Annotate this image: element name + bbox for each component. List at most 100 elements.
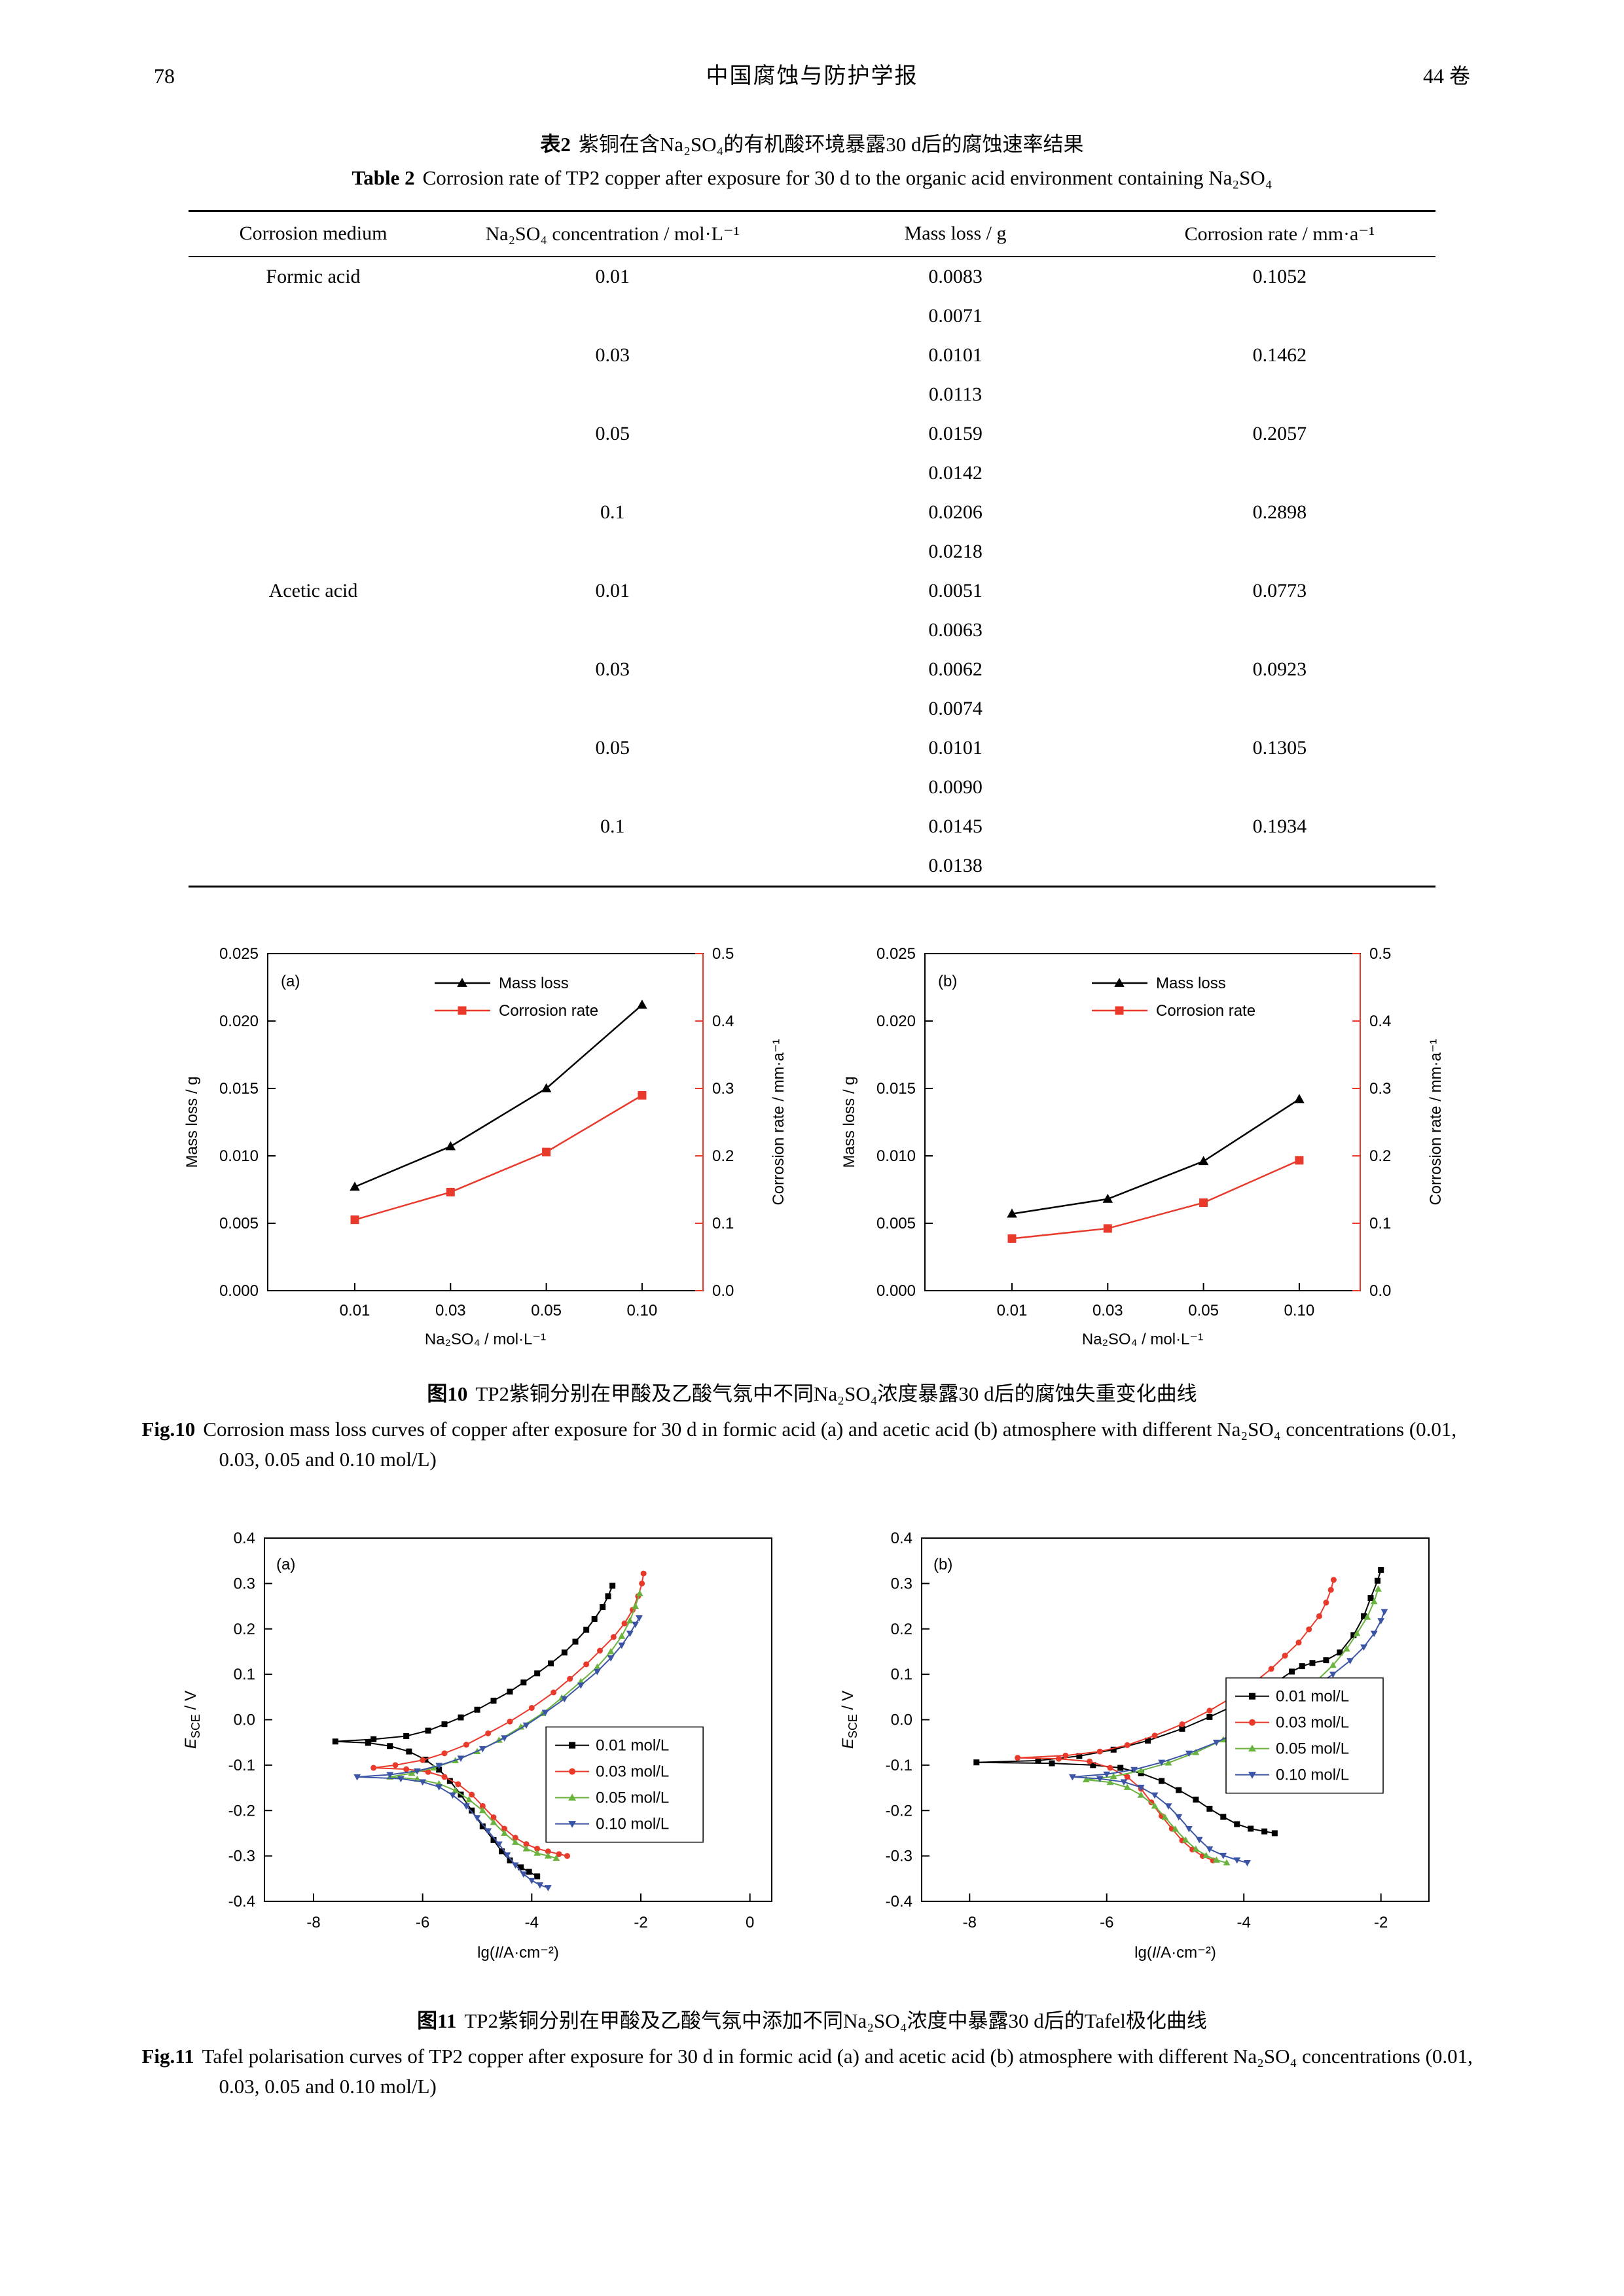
table-cell: 0.1305: [1252, 736, 1307, 759]
fig11-caption-zh-text: TP2紫铜分别在甲酸及乙酸气氛中添加不同Na₂SO₄浓度中暴露30 d后的Taf…: [464, 2009, 1207, 2032]
fig11-caption-zh: 图11 TP2紫铜分别在甲酸及乙酸气氛中添加不同Na₂SO₄浓度中暴露30 d后的…: [92, 2007, 1532, 2036]
svg-text:0.025: 0.025: [219, 945, 258, 963]
svg-text:0.2: 0.2: [233, 1621, 255, 1638]
fig10-caption-en-text: Corrosion mass loss curves of copper aft…: [203, 1417, 1457, 1471]
fig10a-mass-loss-chart: 0.000 0.005 0.010 0.015 0.020 0.025 0.0 0.1 0.2 0…: [183, 945, 787, 1348]
table-row: 0.0071: [189, 296, 1435, 336]
svg-text:Corrosion rate / mm·a⁻¹: Corrosion rate / mm·a⁻¹: [1427, 1039, 1445, 1205]
svg-text:0.1: 0.1: [233, 1666, 255, 1683]
table-cell: 0.2898: [1252, 501, 1307, 523]
legend: Mass loss Corrosion rate: [434, 975, 598, 1020]
svg-text:0.01: 0.01: [339, 1302, 370, 1319]
svg-text:(a): (a): [281, 973, 300, 990]
svg-text:0.01 mol/L: 0.01 mol/L: [596, 1736, 669, 1754]
svg-text:-4: -4: [1236, 1914, 1250, 1931]
chart-fig10b: 0.000 0.005 0.010 0.015 0.020 0.025 0.0 0.1 0.2 0…: [840, 945, 1445, 1348]
fig10-caption-zh: 图10 TP2紫铜分别在甲酸及乙酸气氛中不同Na₂SO₄浓度暴露30 d后的腐蚀失…: [92, 1380, 1532, 1409]
svg-text:0.3: 0.3: [1369, 1080, 1391, 1098]
table-cell: [189, 807, 438, 846]
table-cell: [438, 375, 787, 414]
chart-fig11b: -0.4 -0.3 -0.2 -0.1 0.0 0.1 0.2 0.3 0.4 -8 -6 -4 -2 l…: [839, 1530, 1430, 1962]
svg-text:Mass loss / g: Mass loss / g: [840, 1076, 858, 1168]
table-cell: 0.2057: [1252, 422, 1307, 444]
column-header: Corrosion medium: [239, 223, 388, 245]
figure11-row: -0.4 -0.3 -0.2 -0.1 0.0 0.1 0.2 0.3 0.4 -8 -6 -4 -2 0…: [92, 1518, 1532, 1983]
table-cell: 0.1462: [1252, 344, 1307, 366]
svg-text:0: 0: [745, 1914, 753, 1931]
fig10b-mass-loss-chart: 0.000 0.005 0.010 0.015 0.020 0.025 0.0 0.1 0.2 0…: [840, 945, 1445, 1348]
svg-text:0.3: 0.3: [712, 1080, 734, 1098]
svg-text:-0.2: -0.2: [228, 1802, 255, 1820]
table-cell: 0.0159: [928, 422, 983, 444]
table-cell: 0.0218: [928, 540, 983, 562]
table-cell: [189, 846, 438, 887]
table-row: 0.05 0.0159 0.2057: [189, 414, 1435, 454]
table-cell: 0.0138: [928, 854, 983, 876]
svg-text:0.2: 0.2: [1369, 1147, 1391, 1165]
table-cell: [189, 532, 438, 571]
table-caption-en-prefix: Table 2: [352, 166, 415, 189]
fig11a-tafel-chart: -0.4 -0.3 -0.2 -0.1 0.0 0.1 0.2 0.3 0.4 -8 -6 -4 -2 0…: [182, 1530, 772, 1962]
corrosion-rate-table: Corrosion medium Na₂SO₄ concentration / m…: [189, 209, 1435, 888]
svg-text:0.10: 0.10: [626, 1302, 657, 1319]
table-cell: [438, 768, 787, 807]
table-cell: 0.03: [595, 658, 630, 680]
table-cell: 0.05: [595, 736, 630, 759]
legend: 0.01 mol/L 0.03 mol/L 0.05 mol/L 0.10 mol/L: [545, 1726, 704, 1843]
svg-text:0.0: 0.0: [1369, 1282, 1391, 1300]
series-line: [354, 1094, 643, 1221]
legend: Mass loss Corrosion rate: [1091, 975, 1255, 1020]
table-row: 0.03 0.0101 0.1462: [189, 336, 1435, 375]
table-cell: 0.1934: [1252, 815, 1307, 837]
svg-text:0.020: 0.020: [219, 1013, 258, 1030]
table-caption-zh: 表2 紫铜在含Na₂SO₄的有机酸环境暴露30 d后的腐蚀速率结果: [92, 130, 1532, 160]
svg-text:0.0: 0.0: [890, 1711, 912, 1729]
table-cell: [189, 454, 438, 493]
table-cell: 0.0074: [928, 697, 983, 719]
svg-text:0.10 mol/L: 0.10 mol/L: [596, 1815, 669, 1833]
svg-text:-2: -2: [634, 1914, 647, 1931]
svg-text:0.03 mol/L: 0.03 mol/L: [1276, 1713, 1349, 1731]
svg-text:-2: -2: [1374, 1914, 1388, 1931]
svg-text:Na₂SO₄ / mol·L⁻¹: Na₂SO₄ / mol·L⁻¹: [1081, 1331, 1202, 1348]
table-cell: [1124, 768, 1435, 807]
svg-text:0.03 mol/L: 0.03 mol/L: [596, 1763, 669, 1780]
svg-text:0.3: 0.3: [233, 1575, 255, 1592]
table-cell: 0.0142: [928, 461, 983, 484]
svg-text:lg(I/A·cm⁻²): lg(I/A·cm⁻²): [477, 1944, 559, 1962]
svg-text:0.03: 0.03: [435, 1302, 465, 1319]
svg-text:-0.3: -0.3: [228, 1847, 255, 1865]
svg-text:0.01 mol/L: 0.01 mol/L: [1276, 1687, 1349, 1705]
table-cell: 0.1: [600, 501, 625, 523]
table-caption-en: Table 2 Corrosion rate of TP2 copper afte…: [92, 164, 1532, 193]
svg-text:0.4: 0.4: [1369, 1013, 1391, 1030]
series-line: [354, 1004, 643, 1188]
table-cell: 0.01: [595, 265, 630, 287]
column-header: Corrosion rate / mm·a⁻¹: [1184, 223, 1375, 245]
table-row: 0.0218: [189, 532, 1435, 571]
table-cell: [189, 336, 438, 375]
table-cell: 0.0101: [928, 344, 983, 366]
svg-text:0.000: 0.000: [219, 1282, 258, 1300]
table-row: 0.0074: [189, 689, 1435, 728]
svg-text:lg(I/A·cm⁻²): lg(I/A·cm⁻²): [1134, 1944, 1216, 1962]
svg-text:-6: -6: [415, 1914, 429, 1931]
volume-label: 44 卷: [1422, 64, 1470, 88]
table-cell: 0.0090: [928, 776, 983, 798]
table-row: 0.0090: [189, 768, 1435, 807]
svg-text:0.05 mol/L: 0.05 mol/L: [1276, 1740, 1349, 1757]
table-cell: 0.0206: [928, 501, 983, 523]
table-row: 0.03 0.0062 0.0923: [189, 650, 1435, 689]
svg-text:0.015: 0.015: [219, 1080, 258, 1098]
table-cell: 0.0923: [1252, 658, 1307, 680]
fig11-caption-en-prefix: Fig.11: [141, 2044, 194, 2068]
chart-fig11a: -0.4 -0.3 -0.2 -0.1 0.0 0.1 0.2 0.3 0.4 -8 -6 -4 -2 0…: [182, 1530, 772, 1962]
svg-text:0.1: 0.1: [712, 1215, 734, 1232]
table-cell: [189, 414, 438, 454]
svg-text:-0.1: -0.1: [885, 1757, 912, 1774]
figure10-row: 0.000 0.005 0.010 0.015 0.020 0.025 0.0 0.1 0.2 0…: [92, 931, 1532, 1356]
svg-text:0.01: 0.01: [996, 1302, 1027, 1319]
table-cell: 0.0145: [928, 815, 983, 837]
table-row: 0.05 0.0101 0.1305: [189, 728, 1435, 768]
table-cell: [438, 454, 787, 493]
